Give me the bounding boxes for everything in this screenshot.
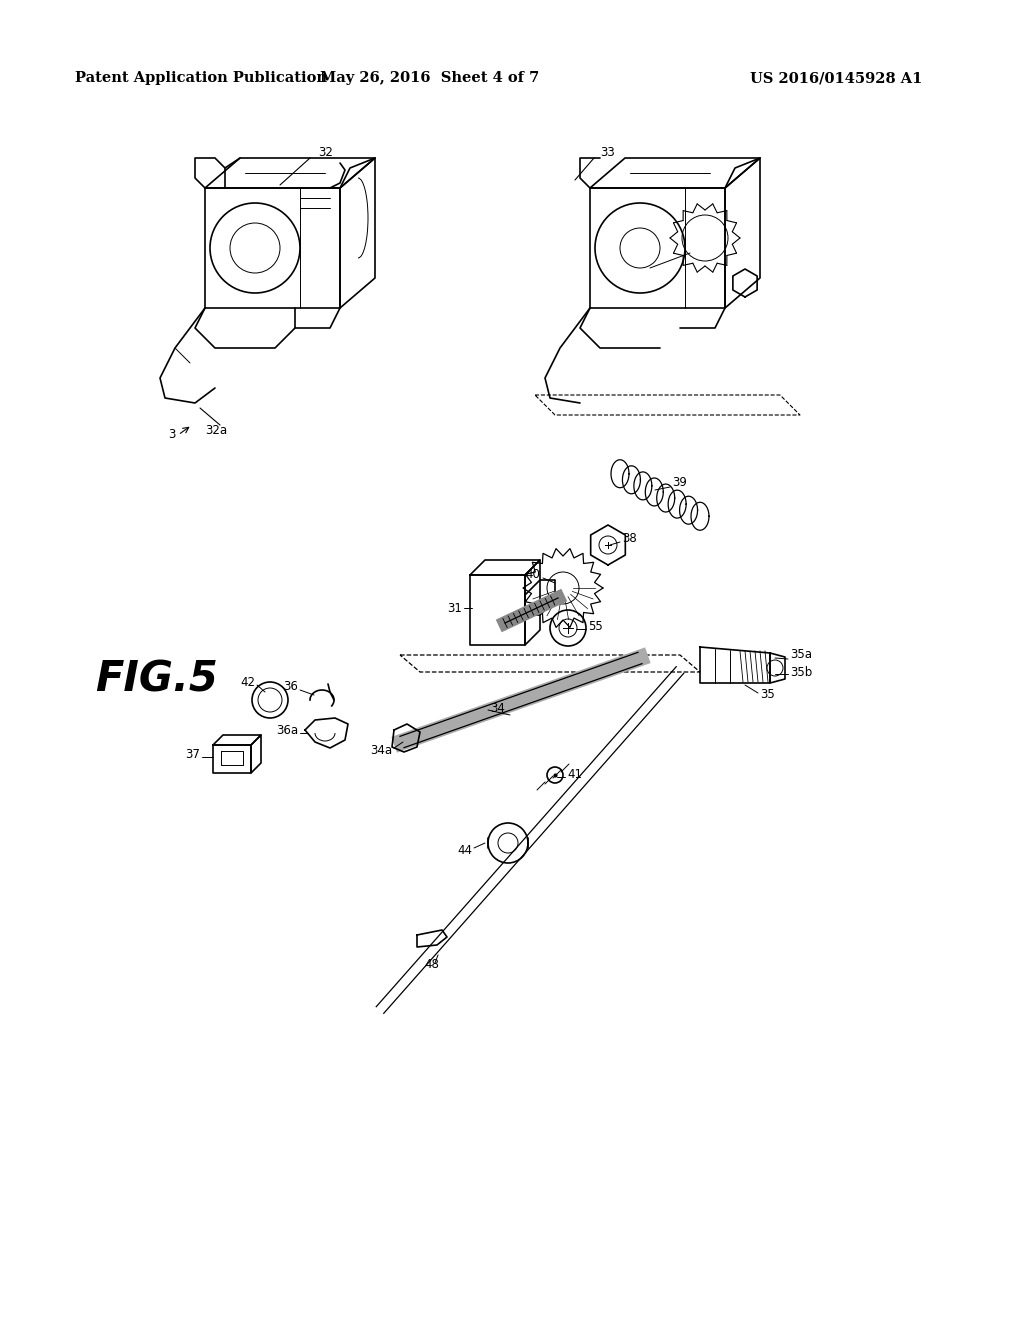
Text: Patent Application Publication: Patent Application Publication bbox=[75, 71, 327, 84]
Text: 42: 42 bbox=[240, 676, 255, 689]
Text: 55: 55 bbox=[588, 620, 603, 634]
Text: 48: 48 bbox=[425, 958, 439, 972]
Text: 32a: 32a bbox=[205, 424, 227, 437]
Text: US 2016/0145928 A1: US 2016/0145928 A1 bbox=[750, 71, 923, 84]
Text: 36: 36 bbox=[283, 680, 298, 693]
Text: 37: 37 bbox=[185, 748, 200, 762]
Text: 31: 31 bbox=[447, 602, 462, 615]
Text: 40: 40 bbox=[525, 569, 540, 582]
Text: May 26, 2016  Sheet 4 of 7: May 26, 2016 Sheet 4 of 7 bbox=[321, 71, 540, 84]
Text: 38: 38 bbox=[622, 532, 637, 544]
Text: 39: 39 bbox=[672, 477, 687, 490]
Text: 34a: 34a bbox=[370, 743, 392, 756]
Text: 3: 3 bbox=[168, 429, 175, 441]
Text: 36a: 36a bbox=[275, 723, 298, 737]
Text: 35: 35 bbox=[760, 689, 775, 701]
Text: 44: 44 bbox=[457, 843, 472, 857]
Text: 35b: 35b bbox=[790, 665, 812, 678]
Text: 34: 34 bbox=[490, 701, 505, 714]
Text: 41: 41 bbox=[567, 768, 582, 781]
Text: 33: 33 bbox=[600, 147, 614, 160]
Text: 35a: 35a bbox=[790, 648, 812, 661]
Text: 32: 32 bbox=[318, 147, 333, 160]
Text: FIG.5: FIG.5 bbox=[95, 659, 218, 701]
